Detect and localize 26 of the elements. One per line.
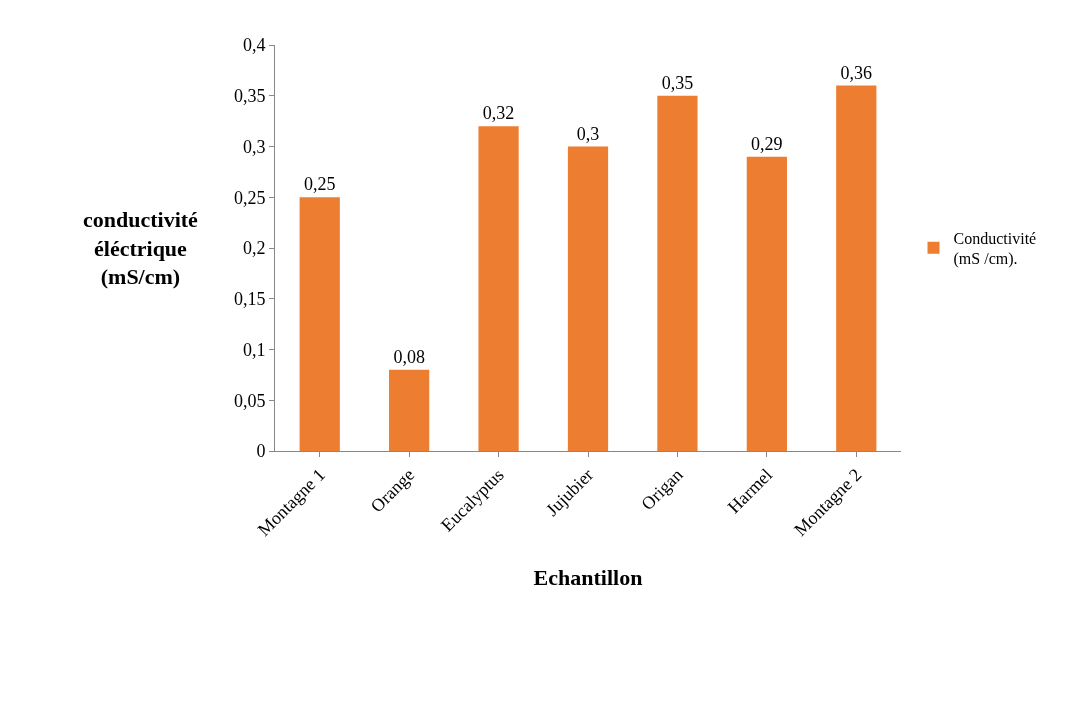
data-label: 0,32	[482, 103, 515, 124]
y-axis-title: conductivité éléctrique (mS/cm)	[83, 207, 199, 290]
y-tick-label: 0,05	[233, 390, 266, 411]
bar	[836, 85, 877, 451]
y-tick-label: 0	[256, 441, 266, 462]
y-tick-label: 0,15	[233, 289, 266, 310]
data-label: 0,25	[303, 174, 336, 195]
y-tick-label: 0,4	[242, 35, 266, 56]
bar	[567, 146, 609, 451]
data-label: 0,3	[576, 123, 600, 144]
bar	[746, 156, 787, 451]
y-tick-label: 0,35	[233, 86, 266, 107]
bar	[299, 197, 340, 451]
data-label: 0,08	[393, 346, 425, 367]
y-tick-label: 0,1	[242, 339, 266, 360]
data-label: 0,35	[661, 72, 694, 93]
y-tick-label: 0,3	[242, 136, 266, 157]
data-label: 0,36	[840, 62, 873, 83]
bar	[389, 369, 430, 451]
data-label: 0,29	[751, 133, 783, 154]
bar	[657, 95, 698, 451]
y-tick-label: 0,25	[233, 187, 266, 208]
y-tick-label: 0,2	[242, 238, 266, 259]
x-axis-title: Echantillon	[533, 564, 643, 590]
bar	[478, 126, 519, 451]
legend-label: Conductivité (mS /cm).	[953, 229, 1037, 269]
